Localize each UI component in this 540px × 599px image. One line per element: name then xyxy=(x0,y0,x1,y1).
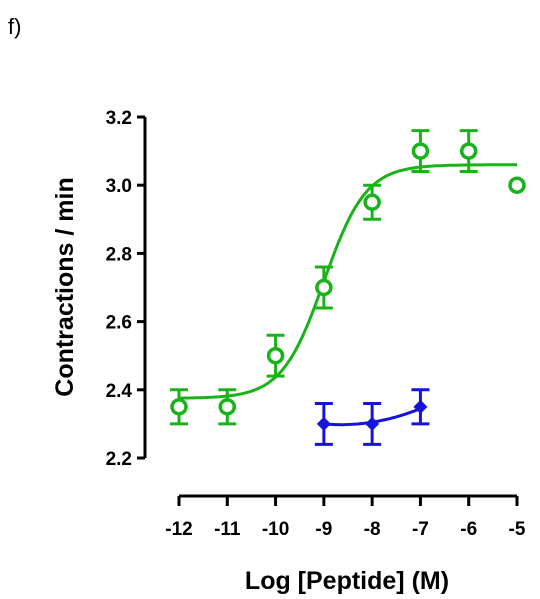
y-axis-title: Contractions / min xyxy=(51,177,79,396)
series-1 xyxy=(170,129,526,426)
data-point xyxy=(315,278,333,297)
y-tick-label: 3.2 xyxy=(106,108,132,129)
fit-curve xyxy=(179,163,517,400)
x-tick-label: -9 xyxy=(315,519,332,540)
data-point xyxy=(459,142,478,160)
y-tick-label: 2.8 xyxy=(106,244,132,265)
data-point xyxy=(411,142,430,160)
x-tick-label: -8 xyxy=(364,519,381,540)
y-tick-label: 2.4 xyxy=(106,381,133,402)
y-tick-label: 2.2 xyxy=(106,449,132,470)
x-tick-label: -7 xyxy=(412,519,429,540)
x-tick-label: -10 xyxy=(262,519,289,540)
data-point xyxy=(413,399,428,414)
data-point xyxy=(316,416,331,431)
x-tick-label: -11 xyxy=(214,519,241,540)
y-tick-label: 3.0 xyxy=(106,176,132,197)
panel-label: f) xyxy=(8,14,22,39)
data-point xyxy=(365,416,380,431)
data-point xyxy=(218,398,237,416)
x-axis: -12 -11 -10 -9 -8 -7 -6 -5 xyxy=(165,494,526,540)
plot-area xyxy=(170,129,526,446)
x-tick-label: -5 xyxy=(509,519,526,540)
x-axis-title: Log [Peptide] (M) xyxy=(245,567,449,595)
data-point xyxy=(266,346,285,365)
x-tick-label: -6 xyxy=(460,519,477,540)
data-point xyxy=(508,176,526,194)
data-point xyxy=(363,193,381,211)
y-axis: 2.2 2.4 2.6 2.8 3.0 3.2 xyxy=(106,108,147,470)
series-2 xyxy=(314,388,430,446)
y-tick-label: 2.6 xyxy=(106,313,132,334)
x-tick-label: -12 xyxy=(165,519,192,540)
data-point xyxy=(170,398,188,416)
